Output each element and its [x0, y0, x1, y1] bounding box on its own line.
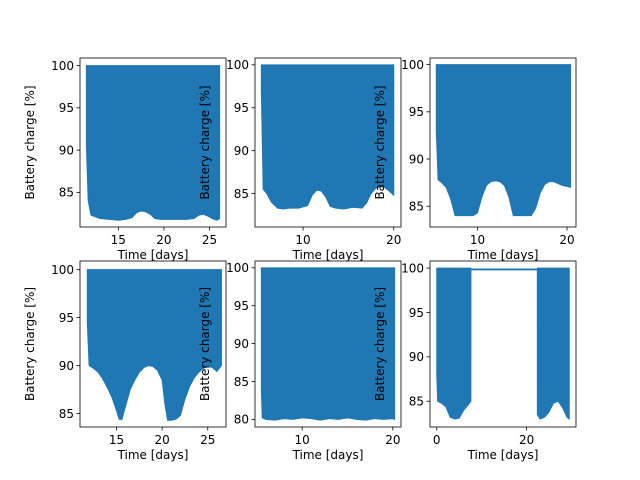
x-tick-label: 20 [559, 233, 574, 247]
x-tick-label: 20 [385, 433, 400, 447]
y-tick-label: 95 [409, 105, 424, 119]
y-tick-label: 85 [409, 395, 424, 409]
x-axis-label: Time [days] [467, 248, 539, 262]
x-tick-label: 20 [154, 433, 169, 447]
x-tick-label: 10 [295, 233, 310, 247]
axes-frame [79, 260, 227, 428]
y-tick-label: 100 [401, 58, 424, 72]
axes-frame [429, 260, 577, 428]
battery-charge-series [86, 269, 222, 421]
y-axis-label: Battery charge [%] [23, 287, 37, 401]
battery-charge-series [85, 65, 221, 221]
x-axis-label: Time [days] [117, 448, 189, 462]
subplot-6: 0 20 85 90 95 100 Time [days] Battery charge [%… [373, 260, 577, 462]
y-axis-label: Battery charge [%] [373, 287, 387, 401]
axes-frame [254, 57, 402, 228]
battery-charge-series [436, 267, 570, 421]
y-tick-label: 100 [226, 261, 249, 275]
x-tick-label: 20 [519, 433, 534, 447]
y-tick-label: 100 [51, 263, 74, 277]
y-tick-label: 85 [409, 200, 424, 214]
y-tick-label: 90 [234, 144, 249, 158]
y-tick-label: 90 [59, 143, 74, 157]
x-tick-label: 15 [111, 233, 126, 247]
x-tick-label: 25 [200, 433, 215, 447]
x-tick-label: 15 [109, 433, 124, 447]
y-axis-label: Battery charge [%] [23, 85, 37, 199]
x-axis-label: Time [days] [467, 448, 539, 462]
axes-frame [429, 57, 577, 228]
subplot-2: 10 20 85 90 95 100 Time [days] Battery charge [… [198, 57, 402, 262]
y-tick-label: 90 [409, 350, 424, 364]
y-tick-label: 100 [51, 59, 74, 73]
y-tick-label: 95 [234, 101, 249, 115]
x-tick-label: 20 [386, 233, 401, 247]
y-tick-label: 100 [226, 58, 249, 72]
y-tick-label: 90 [409, 152, 424, 166]
y-tick-label: 85 [59, 186, 74, 200]
y-tick-label: 80 [234, 413, 249, 427]
x-tick-label: 10 [295, 433, 310, 447]
y-tick-label: 85 [234, 375, 249, 389]
x-axis-label: Time [days] [292, 248, 364, 262]
y-tick-label: 90 [234, 337, 249, 351]
axes-frame [79, 57, 227, 228]
y-tick-label: 85 [234, 187, 249, 201]
y-axis-label: Battery charge [%] [198, 85, 212, 199]
x-tick-label: 0 [433, 433, 441, 447]
y-tick-label: 85 [59, 407, 74, 421]
subplot-5: 10 20 80 85 90 95 100 Time [days] Battery charge… [198, 260, 402, 462]
y-tick-label: 95 [409, 306, 424, 320]
x-axis-label: Time [days] [292, 448, 364, 462]
y-axis-label: Battery charge [%] [373, 85, 387, 199]
y-tick-label: 90 [59, 359, 74, 373]
x-tick-label: 10 [470, 233, 485, 247]
y-tick-label: 95 [234, 299, 249, 313]
y-tick-label: 95 [59, 311, 74, 325]
subplot-4: 15 20 25 85 90 95 100 Time [days] Battery charge… [23, 260, 227, 462]
x-axis-label: Time [days] [117, 248, 189, 262]
y-tick-label: 95 [59, 101, 74, 115]
y-tick-label: 100 [401, 261, 424, 275]
subplot-3: 10 20 85 90 95 100 Time [days] Battery charge [… [373, 57, 577, 262]
battery-charge-series [260, 64, 395, 210]
x-tick-label: 20 [156, 233, 171, 247]
y-axis-label: Battery charge [%] [198, 287, 212, 401]
subplot-1: 15 20 25 85 90 95 100 Time [days] Battery charge… [23, 57, 227, 262]
x-tick-label: 25 [202, 233, 217, 247]
battery-charge-series [435, 64, 572, 217]
battery-charge-series [260, 267, 396, 421]
